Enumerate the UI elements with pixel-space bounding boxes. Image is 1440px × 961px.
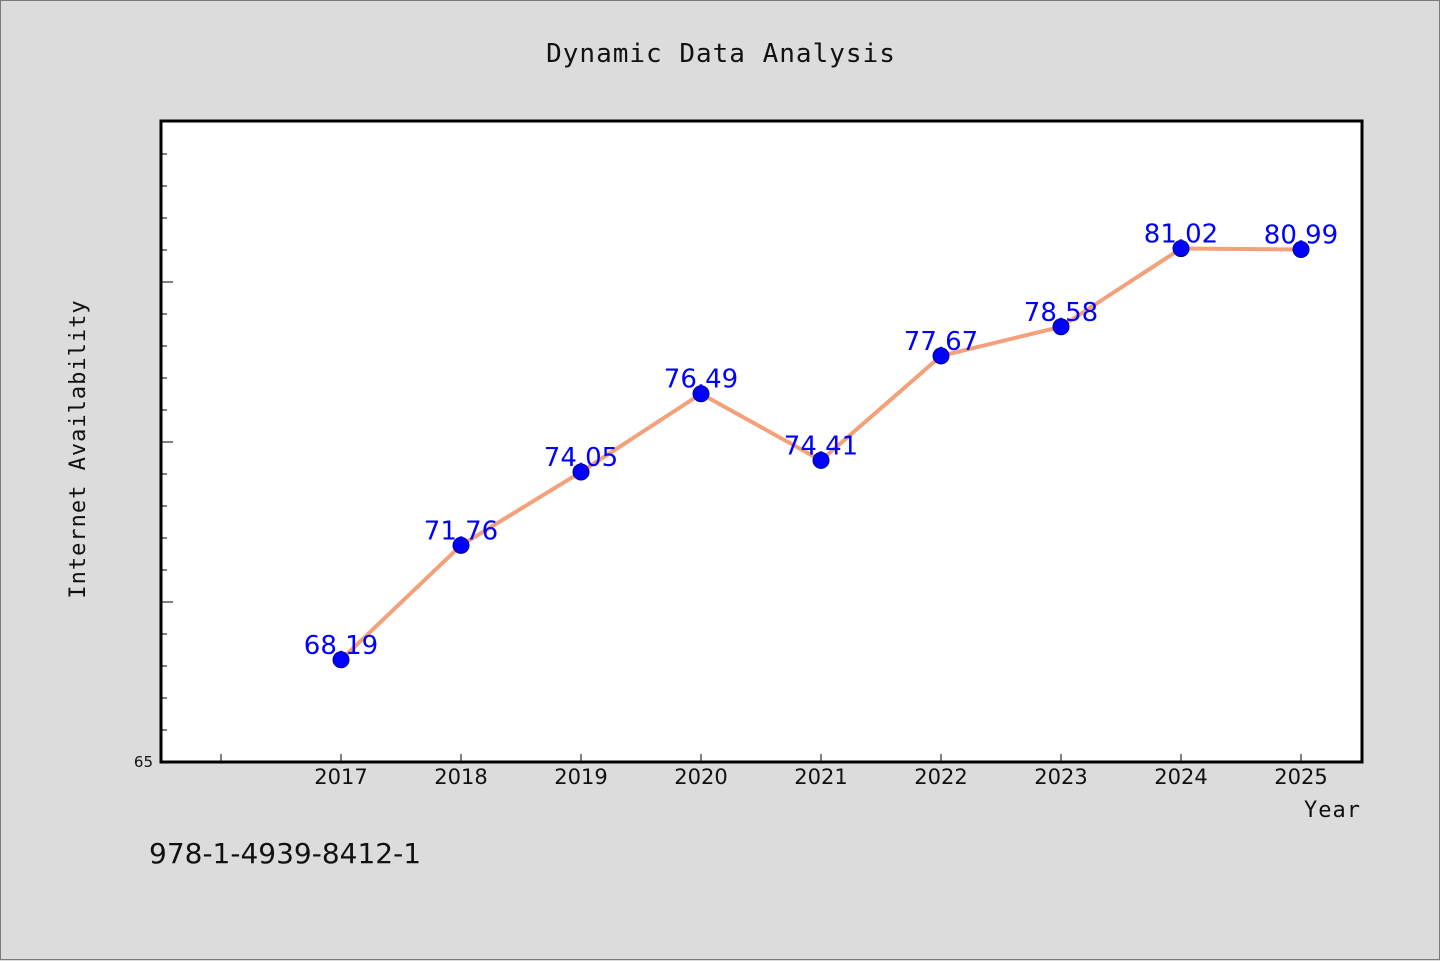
data-point [692,385,710,403]
plot-area [159,119,1364,764]
data-point [932,347,950,365]
data-label: 68.19 [304,631,378,661]
x-tick-label: 2022 [914,765,967,789]
y-axis-ticks [161,153,173,763]
series-group: 68.19 71.76 74.05 76.49 74.41 77.67 78.58 81.02… [304,220,1338,669]
data-label: 81.02 [1144,220,1218,250]
x-axis-ticks: 2017 2018 2019 2020 2021 2022 2023 2024 2025 [220,754,1328,789]
footer-text: 978-1-4939-8412-1 [149,837,421,870]
x-tick-label: 2021 [794,765,847,789]
data-point [572,463,590,481]
data-label: 74.05 [544,443,618,473]
data-point [812,451,830,469]
y-axis-label: Internet Availability [66,299,91,598]
x-tick-label: 2017 [314,765,367,789]
data-label: 76.49 [664,365,738,395]
x-tick-label: 2025 [1274,765,1327,789]
data-point [1052,318,1070,336]
x-tick-label: 2020 [674,765,727,789]
data-label: 74.41 [784,431,858,461]
data-point [1172,240,1190,258]
x-tick-label: 2019 [554,765,607,789]
x-axis-label: Year [1304,798,1361,823]
chart-title: Dynamic Data Analysis [546,39,896,69]
y-tick-label: 65 [134,753,153,771]
x-tick-label: 2024 [1154,765,1207,789]
data-label: 71.76 [424,516,498,546]
data-point [1292,241,1310,259]
data-label: 80.99 [1264,221,1338,251]
data-label: 78.58 [1024,298,1098,328]
data-point [452,536,470,554]
x-tick-label: 2018 [434,765,487,789]
x-tick-label: 2023 [1034,765,1087,789]
data-label: 77.67 [904,327,978,357]
data-point [332,651,350,669]
